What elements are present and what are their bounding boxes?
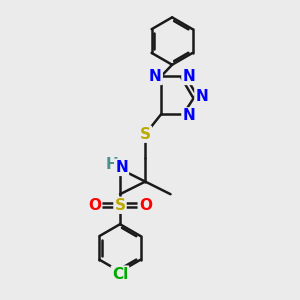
Text: S: S xyxy=(115,198,125,213)
Text: N: N xyxy=(115,160,128,175)
Text: Cl: Cl xyxy=(112,267,128,282)
Text: S: S xyxy=(140,127,151,142)
Text: N: N xyxy=(182,108,195,123)
Text: O: O xyxy=(88,198,101,213)
Text: O: O xyxy=(139,198,152,213)
Text: H: H xyxy=(105,157,118,172)
Text: N: N xyxy=(149,69,162,84)
Text: N: N xyxy=(195,89,208,104)
Text: N: N xyxy=(182,69,195,84)
